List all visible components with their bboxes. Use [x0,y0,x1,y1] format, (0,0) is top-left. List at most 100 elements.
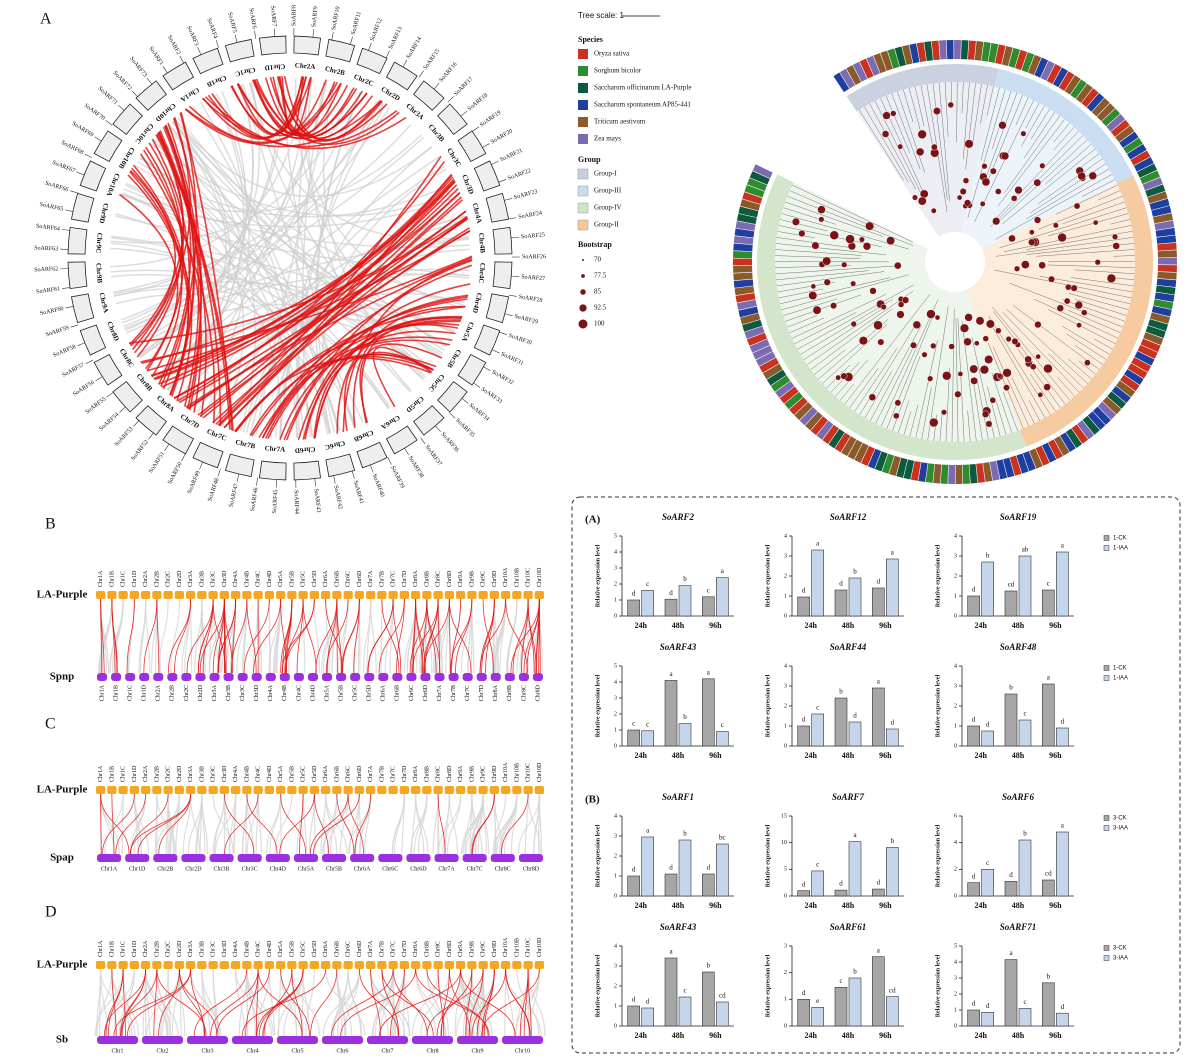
significance-letter: d [669,864,673,872]
node-dot [808,291,818,300]
gene-label: SoARF63 [34,245,58,252]
significance-letter: d [1061,718,1065,726]
branch [957,318,965,442]
gene-tick [420,437,426,445]
branch [780,219,828,232]
x-tick-label: 96h [879,751,892,760]
legend-swatch [1103,945,1110,951]
chromosome [325,453,356,478]
species-cell [903,459,915,480]
target-chromosome [125,854,150,862]
query-chromosome [118,961,128,969]
gene-tick [217,468,221,477]
species-cell [1120,374,1140,392]
chromosome [437,381,468,413]
gene-label: SoARF29 [514,314,539,326]
x-tick-label: 24h [804,751,817,760]
ribbon [125,134,422,213]
node-dot [964,199,972,207]
bar [1004,590,1018,617]
legend-swatch [577,168,589,180]
link [421,598,428,674]
chromosome-label: Chr9D [492,765,498,782]
x-tick-label: 48h [672,1031,685,1040]
chromosome-label: Chr4D [267,570,273,587]
legend-label: 1-IAA [1113,676,1128,682]
node-dot [921,351,928,358]
y-tick-label: 4 [954,959,957,965]
bar [1042,683,1055,747]
ribbon [261,296,468,439]
branch [779,277,891,305]
node-dot [934,314,941,321]
link [128,598,135,674]
ribbon [236,76,303,136]
link [362,598,372,674]
node-dot [1043,383,1051,391]
significance-letter: a [707,668,711,676]
significance-letter: c [1047,580,1050,588]
species-cell [1003,457,1015,478]
node-dot [933,107,941,115]
species-cell [1065,428,1083,448]
chromosome-label: Chr7D [402,765,408,782]
species-cell [735,292,756,303]
species-cell [939,40,947,60]
node-dot [1094,259,1101,266]
query-chromosome [118,786,128,794]
branch [1074,345,1103,365]
chart-title: SoARF12 [830,512,867,522]
branch [965,83,976,170]
bar [678,585,692,617]
branch [1057,376,1075,397]
significance-letter: b [853,568,857,576]
query-chromosome [354,961,364,969]
species-cell [1041,442,1057,463]
query-chromosome [186,591,196,599]
legend-label: 70 [594,256,602,264]
chromosome-label: Chr6A [381,684,387,701]
species-cell [1009,455,1022,476]
link [122,968,126,1037]
query-chromosome [321,961,331,969]
species-cell [1046,64,1062,84]
branch [1062,299,1125,322]
species-cell [1021,52,1035,73]
x-tick-label: 48h [842,1031,855,1040]
chromosome-label: Chr7B [451,685,457,701]
link [170,598,180,674]
bar [664,957,678,1027]
chromosome-label: Chr9A [97,292,110,314]
significance-letter: b [683,830,687,838]
significance-letter: c [632,720,635,728]
y-axis-label: Relative expression level [595,674,601,737]
branch [972,379,983,440]
node-dot [1073,202,1081,210]
node-dot [910,341,917,349]
link [190,598,193,674]
chromosome [135,80,167,111]
chromosome-label: Chr1C [121,941,127,957]
link [100,598,103,674]
bootstrap-dot [582,259,584,261]
branch [986,86,994,117]
link [233,793,237,855]
gene-label: SoARF43 [313,488,322,513]
gene-label: SoARF52 [130,439,150,462]
ribbon [161,192,461,388]
legend-label: Saccharum officinarum LA-Purple [594,84,691,92]
bar [834,589,848,617]
node-dot [989,167,997,175]
gene-label: SoARF1 [147,46,164,67]
branch [886,312,935,429]
significance-letter: d [707,864,711,872]
species-cell [779,386,799,404]
ribbon [359,343,443,423]
link [330,793,338,855]
chromosome [70,192,95,223]
branch [996,401,1007,435]
target-chromosome [518,854,543,862]
target-chromosome [153,854,178,862]
legend-label: 85 [594,288,602,296]
target-chromosome [350,854,375,862]
